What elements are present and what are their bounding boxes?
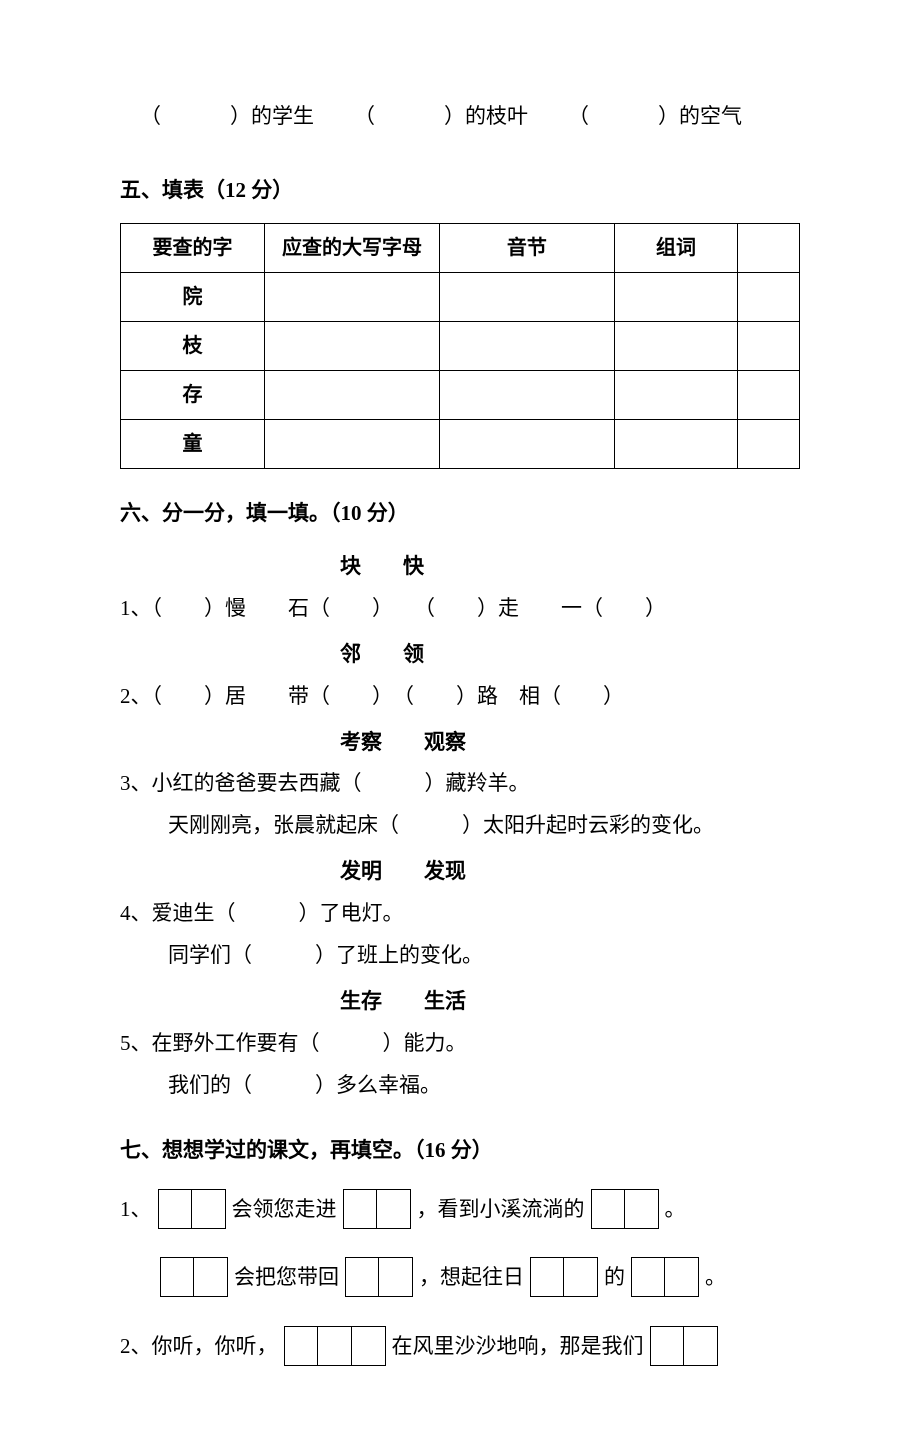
q-line: 4、爱迪生（ ）了电灯。: [120, 892, 800, 934]
blank-boxes[interactable]: [530, 1257, 598, 1297]
cell-char: 枝: [121, 322, 265, 371]
section6-heading: 六、分一分，填一填。（10 分）: [120, 497, 800, 531]
th-char: 要查的字: [121, 224, 265, 273]
q-num: 2、你听，你听，: [120, 1321, 278, 1371]
phrase-1: （ ）的学生: [140, 100, 314, 134]
cell-blank[interactable]: [614, 322, 737, 371]
table-row: 院: [121, 273, 800, 322]
q-line: 1、（ ）慢 石（ ） （ ）走 一（ ）: [120, 587, 800, 629]
table-row: 童: [121, 420, 800, 469]
section5-heading: 五、填表（12 分）: [120, 174, 800, 208]
lookup-table: 要查的字 应查的大写字母 音节 组词 院 枝 存 童: [120, 223, 800, 469]
cell-blank[interactable]: [738, 420, 800, 469]
q-line: 我们的（ ）多么幸福。: [120, 1064, 800, 1106]
open-paren: （: [140, 104, 161, 128]
text: 。: [705, 1252, 726, 1302]
cell-blank[interactable]: [265, 371, 440, 420]
q-line: 同学们（ ）了班上的变化。: [120, 934, 800, 976]
blank-boxes[interactable]: [284, 1326, 386, 1366]
blank-boxes[interactable]: [650, 1326, 718, 1366]
th-word: 组词: [614, 224, 737, 273]
cell-blank[interactable]: [738, 322, 800, 371]
text: 在风里沙沙地响，那是我们: [392, 1321, 644, 1371]
q6-2: 邻 领 2、（ ）居 带（ ） （ ）路 相（ ）: [120, 635, 800, 717]
open-paren: （: [354, 104, 375, 128]
table-header-row: 要查的字 应查的大写字母 音节 组词: [121, 224, 800, 273]
cell-blank[interactable]: [614, 371, 737, 420]
suffix: ）的学生: [230, 104, 314, 128]
q6-4: 发明 发现 4、爱迪生（ ）了电灯。 同学们（ ）了班上的变化。: [120, 852, 800, 976]
text: ，想起往日: [419, 1252, 524, 1302]
pair-label: 块 快: [120, 547, 800, 587]
q-num: 1、: [120, 1184, 152, 1234]
q-line: 5、在野外工作要有（ ）能力。: [120, 1022, 800, 1064]
blank-boxes[interactable]: [158, 1189, 226, 1229]
cell-char: 童: [121, 420, 265, 469]
q-line: 2、（ ）居 带（ ） （ ）路 相（ ）: [120, 675, 800, 717]
suffix: ）的空气: [658, 104, 742, 128]
text: 。: [665, 1184, 686, 1234]
section7-heading: 七、想想学过的课文，再填空。（16 分）: [120, 1134, 800, 1168]
th-letter: 应查的大写字母: [265, 224, 440, 273]
q6-5: 生存 生活 5、在野外工作要有（ ）能力。 我们的（ ）多么幸福。: [120, 982, 800, 1106]
cell-char: 院: [121, 273, 265, 322]
th-pinyin: 音节: [439, 224, 614, 273]
cell-blank[interactable]: [614, 273, 737, 322]
blank-boxes[interactable]: [631, 1257, 699, 1297]
text: ，看到小溪流淌的: [417, 1184, 585, 1234]
table-row: 枝: [121, 322, 800, 371]
q-line: 3、小红的爸爸要去西藏（ ）藏羚羊。: [120, 762, 800, 804]
blank: [161, 104, 230, 128]
cell-blank[interactable]: [265, 420, 440, 469]
q-line: 天刚刚亮，张晨就起床（ ）太阳升起时云彩的变化。: [120, 804, 800, 846]
open-paren: （: [568, 104, 589, 128]
q7-1-line1: 1、 会领您走进 ，看到小溪流淌的 。: [120, 1184, 800, 1234]
pair-label: 发明 发现: [120, 852, 800, 892]
cell-blank[interactable]: [265, 322, 440, 371]
blank-boxes[interactable]: [591, 1189, 659, 1229]
blank: [375, 104, 444, 128]
blank-boxes[interactable]: [343, 1189, 411, 1229]
th-word-split: [738, 224, 800, 273]
phrase-2: （ ）的枝叶: [354, 100, 528, 134]
q7-1-line2: 会把您带回 ，想起往日 的 。: [120, 1252, 800, 1302]
blank: [589, 104, 658, 128]
pair-label: 邻 领: [120, 635, 800, 675]
cell-blank[interactable]: [439, 420, 614, 469]
phrase-row: （ ）的学生 （ ）的枝叶 （ ）的空气: [120, 100, 800, 134]
text: 的: [604, 1252, 625, 1302]
cell-char: 存: [121, 371, 265, 420]
cell-blank[interactable]: [439, 322, 614, 371]
text: 会领您走进: [232, 1184, 337, 1234]
pair-label: 考察 观察: [120, 723, 800, 763]
table-row: 存: [121, 371, 800, 420]
q6-1: 块 快 1、（ ）慢 石（ ） （ ）走 一（ ）: [120, 547, 800, 629]
cell-blank[interactable]: [265, 273, 440, 322]
text: 会把您带回: [234, 1252, 339, 1302]
blank-boxes[interactable]: [160, 1257, 228, 1297]
blank-boxes[interactable]: [345, 1257, 413, 1297]
cell-blank[interactable]: [738, 371, 800, 420]
suffix: ）的枝叶: [444, 104, 528, 128]
cell-blank[interactable]: [439, 273, 614, 322]
q7-2-line1: 2、你听，你听， 在风里沙沙地响，那是我们: [120, 1321, 800, 1371]
pair-label: 生存 生活: [120, 982, 800, 1022]
cell-blank[interactable]: [439, 371, 614, 420]
cell-blank[interactable]: [614, 420, 737, 469]
q6-3: 考察 观察 3、小红的爸爸要去西藏（ ）藏羚羊。 天刚刚亮，张晨就起床（ ）太阳…: [120, 723, 800, 847]
phrase-3: （ ）的空气: [568, 100, 742, 134]
cell-blank[interactable]: [738, 273, 800, 322]
